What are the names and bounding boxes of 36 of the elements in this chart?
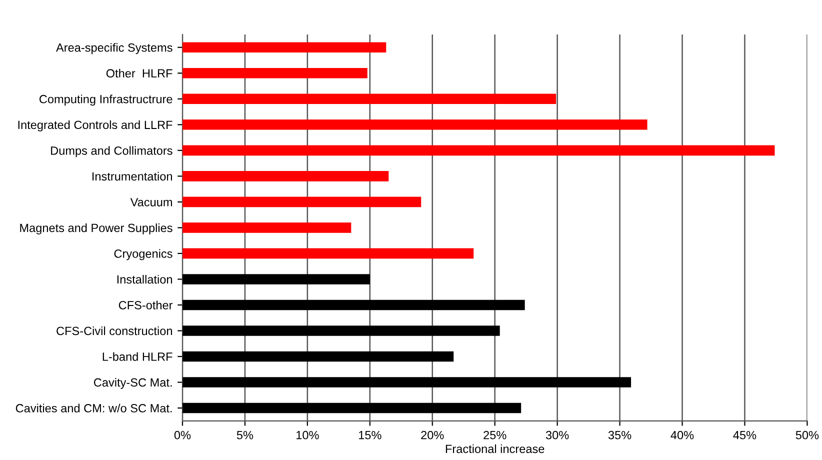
bar — [182, 42, 386, 53]
x-tick-label: 10% — [296, 430, 319, 440]
x-axis-title: Fractional increase — [446, 444, 544, 454]
bar — [182, 120, 648, 130]
y-tick-label: Magnets and Power Supplies — [20, 223, 172, 234]
x-tick-label: 15% — [358, 430, 382, 440]
y-tick-label: Dumps and Collimators — [51, 146, 172, 158]
x-tick-label: 35% — [608, 430, 632, 440]
y-tick-label: CFS-Civil construction — [56, 326, 172, 336]
bar — [182, 171, 389, 182]
bar — [182, 222, 352, 233]
x-tick-label: 0% — [174, 430, 191, 440]
bar — [182, 196, 422, 208]
y-tick-label: Other HLRF — [106, 68, 172, 78]
y-tick-label: Installation — [117, 274, 172, 284]
y-tick-label: L-band HLRF — [102, 352, 172, 361]
x-tick-label: 40% — [670, 430, 694, 440]
y-tick-label: CFS-other — [118, 300, 173, 310]
y-tick-label: Cryogenics — [114, 249, 172, 260]
y-tick-label: Vacuum — [130, 198, 172, 206]
y-tick-label: Cavity-SC Mat. — [94, 378, 172, 389]
x-tick-label: 30% — [546, 430, 569, 440]
x-tick-label: 25% — [484, 430, 506, 440]
x-tick-label: 20% — [421, 430, 444, 440]
x-tick-label: 5% — [236, 430, 254, 440]
y-tick-label: Area-specific Systems — [56, 43, 172, 54]
y-tick-label: Cavities and CM: w/o SC Mat. — [16, 404, 172, 412]
y-tick-label: Computing Infrastructrure — [40, 94, 172, 106]
y-tick-label: Integrated Controls and LLRF — [18, 120, 172, 132]
bar — [182, 94, 556, 104]
bar — [182, 68, 368, 78]
y-tick-label: Instrumentation — [92, 172, 172, 181]
bar — [182, 145, 775, 156]
bar — [182, 248, 474, 259]
x-tick-label: 45% — [733, 430, 756, 440]
x-tick-label: 50% — [796, 430, 819, 440]
